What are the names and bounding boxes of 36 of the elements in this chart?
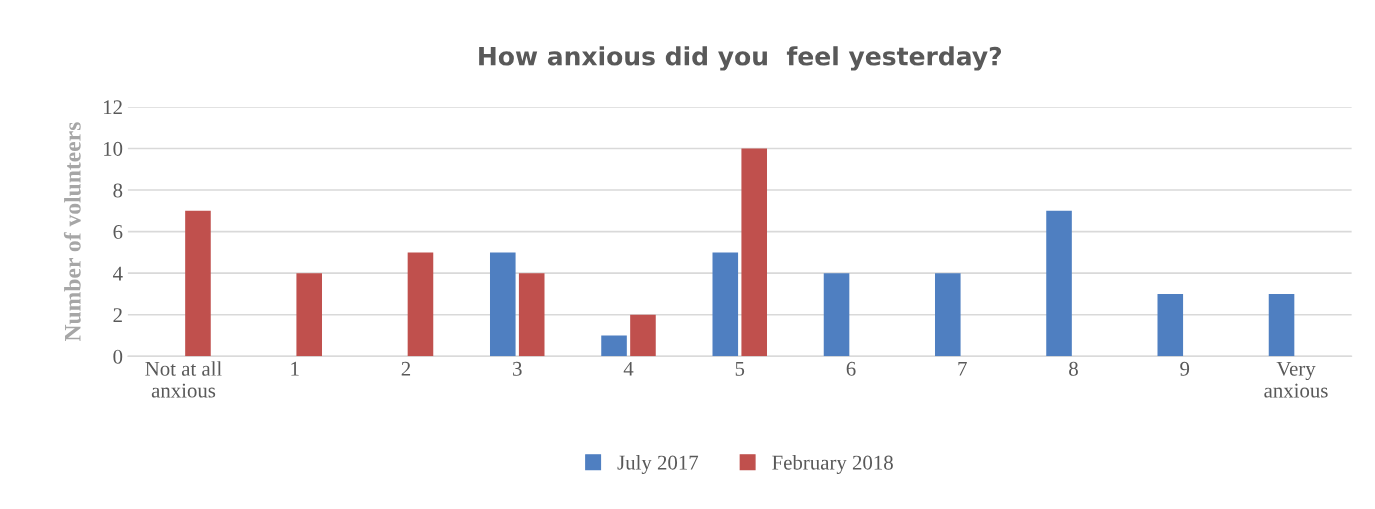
x-tick-label: 1 xyxy=(291,361,299,376)
x-tick-label: 6 xyxy=(846,361,856,376)
chart-title: How anxious did you feel yesterday? xyxy=(479,46,1002,71)
y-axis-title: Number of volunteers xyxy=(63,122,81,342)
x-tick-label: Very anxious xyxy=(1264,361,1328,398)
y-tick-label: 12 xyxy=(104,100,122,115)
x-tick-label: 5 xyxy=(735,361,745,376)
x-tick-label: 8 xyxy=(1069,361,1078,376)
bar xyxy=(1268,293,1295,357)
x-tick-label: 4 xyxy=(623,361,634,376)
y-tick-label: 8 xyxy=(113,183,123,198)
bar xyxy=(296,273,323,357)
bar xyxy=(934,273,961,357)
y-tick-label: 4 xyxy=(113,266,123,281)
x-tick-label: 7 xyxy=(958,361,967,376)
bar xyxy=(489,252,516,357)
bar xyxy=(1157,293,1184,357)
bar xyxy=(1046,210,1072,357)
x-tick-label: Not at all anxious xyxy=(145,361,222,398)
x-tick-label: 3 xyxy=(513,361,522,376)
y-tick-label: 2 xyxy=(113,308,122,322)
y-tick-label: 10 xyxy=(104,141,123,156)
bar xyxy=(601,335,627,357)
bar xyxy=(823,273,850,357)
legend-label: July 2017 xyxy=(617,454,699,474)
y-tick-label: 0 xyxy=(113,349,123,364)
bar xyxy=(712,252,739,357)
x-tick-label: 9 xyxy=(1180,361,1190,376)
bar xyxy=(518,273,545,357)
y-tick-label: 6 xyxy=(113,225,123,240)
legend-label: February 2018 xyxy=(772,454,893,474)
bar xyxy=(630,314,656,357)
x-tick-label: 2 xyxy=(401,361,411,376)
bar xyxy=(407,252,434,357)
bar xyxy=(741,148,768,357)
bar xyxy=(185,210,211,357)
